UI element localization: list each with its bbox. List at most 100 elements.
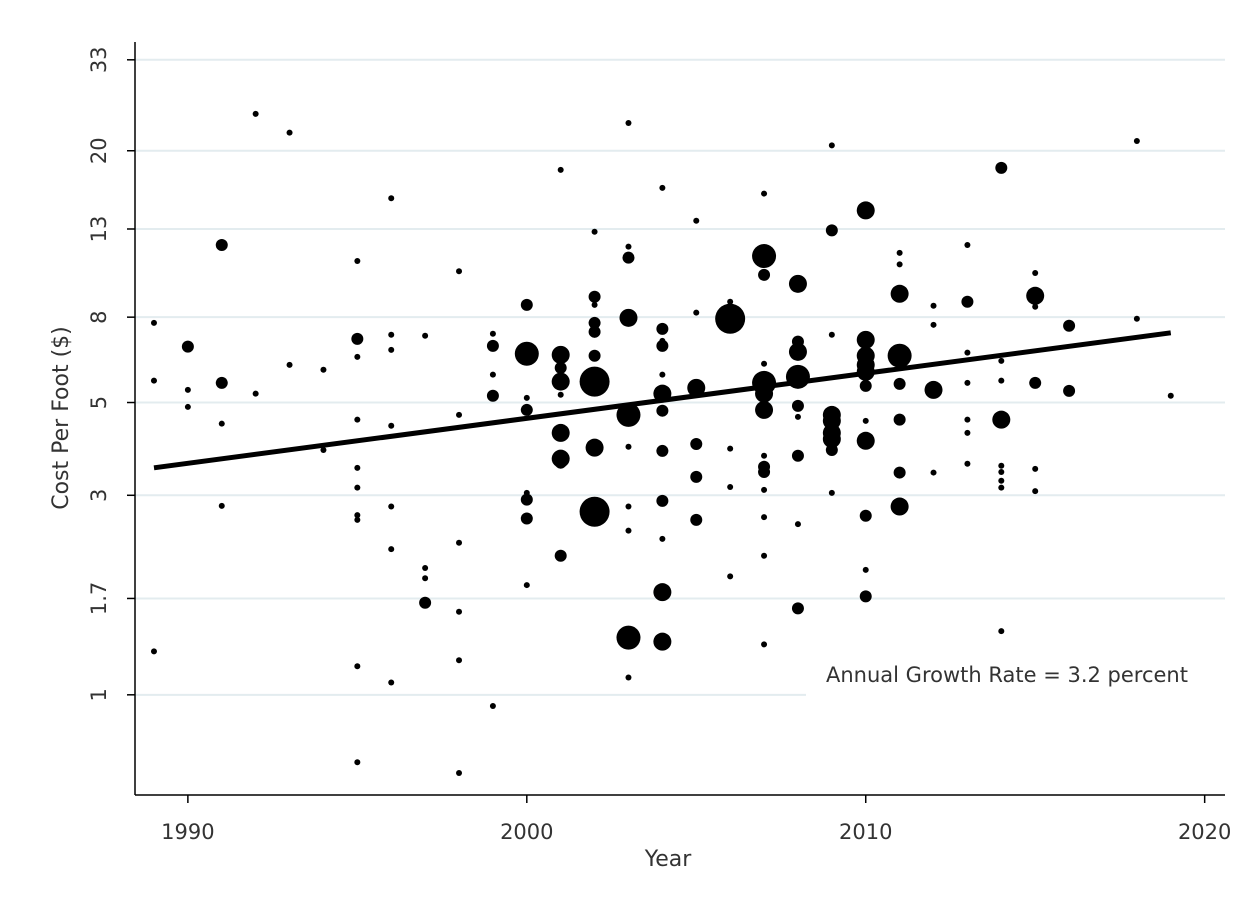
point <box>579 366 610 397</box>
point <box>998 477 1005 484</box>
point <box>656 494 669 507</box>
point <box>998 357 1005 364</box>
point <box>486 339 499 352</box>
point <box>351 332 364 345</box>
points <box>150 110 1174 777</box>
point <box>520 512 533 525</box>
point <box>656 339 669 352</box>
point <box>761 641 768 648</box>
point <box>422 565 429 572</box>
point <box>585 438 604 457</box>
point <box>887 343 912 368</box>
y-axis-title: Cost Per Foot ($) <box>49 326 74 510</box>
point <box>616 625 641 650</box>
point <box>184 386 191 393</box>
point <box>514 341 539 366</box>
point <box>354 464 361 471</box>
point <box>998 628 1005 635</box>
point <box>761 190 768 197</box>
overlay: 1 1.7 3 5 8 13 20 33 1990 2000 2010 2020 <box>87 46 1231 844</box>
point <box>354 484 361 491</box>
point <box>761 360 768 367</box>
point <box>822 430 841 449</box>
annotation: Annual Growth Rate = 3.2 percent <box>826 663 1188 687</box>
point <box>794 521 801 528</box>
point <box>320 366 327 373</box>
point <box>752 244 777 269</box>
point <box>828 331 835 338</box>
point <box>388 331 395 338</box>
point <box>656 322 669 335</box>
point <box>998 377 1005 384</box>
point <box>181 340 194 353</box>
point <box>579 496 610 527</box>
point <box>150 377 157 384</box>
y-tick-label: 5 <box>87 396 111 409</box>
y-tick-label: 33 <box>87 46 111 73</box>
point <box>456 539 463 546</box>
point <box>150 648 157 655</box>
point <box>1063 384 1076 397</box>
point <box>856 201 875 220</box>
point <box>794 413 801 420</box>
grid <box>135 58 1225 696</box>
annotation-box <box>806 654 1236 698</box>
point <box>554 456 567 469</box>
point <box>320 446 327 453</box>
point <box>761 452 768 459</box>
point <box>184 403 191 410</box>
point <box>828 142 835 149</box>
point <box>422 332 429 339</box>
point <box>286 361 293 368</box>
point <box>1032 303 1039 310</box>
point <box>727 298 734 305</box>
point <box>964 429 971 436</box>
point <box>557 391 564 398</box>
point <box>961 295 974 308</box>
point <box>727 445 734 452</box>
y-tick-label: 13 <box>87 216 111 243</box>
point <box>1032 488 1039 495</box>
point <box>588 316 601 329</box>
point <box>150 319 157 326</box>
point <box>523 582 530 589</box>
point <box>715 303 746 334</box>
point <box>653 632 672 651</box>
y-tick-label: 1.7 <box>87 582 111 615</box>
point <box>388 195 395 202</box>
x-tick-label: 1990 <box>161 820 214 844</box>
point <box>690 437 703 450</box>
point <box>218 420 225 427</box>
point <box>419 596 432 609</box>
point <box>659 371 666 378</box>
point <box>862 417 869 424</box>
point <box>896 249 903 256</box>
point <box>930 469 937 476</box>
point <box>859 590 872 603</box>
point <box>998 469 1005 476</box>
point <box>1063 319 1076 332</box>
point <box>520 403 533 416</box>
point <box>388 679 395 686</box>
point <box>489 330 496 337</box>
point <box>964 416 971 423</box>
point <box>924 380 943 399</box>
point <box>619 308 638 327</box>
point <box>354 516 361 523</box>
point <box>930 321 937 328</box>
point <box>856 330 875 349</box>
point <box>215 239 228 252</box>
y-tick-label: 20 <box>87 137 111 164</box>
point <box>354 353 361 360</box>
x-tick-label: 2020 <box>1178 820 1231 844</box>
point <box>354 257 361 264</box>
point <box>456 268 463 275</box>
point <box>456 657 463 664</box>
point <box>964 349 971 356</box>
point <box>690 470 703 483</box>
fit-line <box>153 330 1172 471</box>
point <box>354 663 361 670</box>
point <box>591 228 598 235</box>
